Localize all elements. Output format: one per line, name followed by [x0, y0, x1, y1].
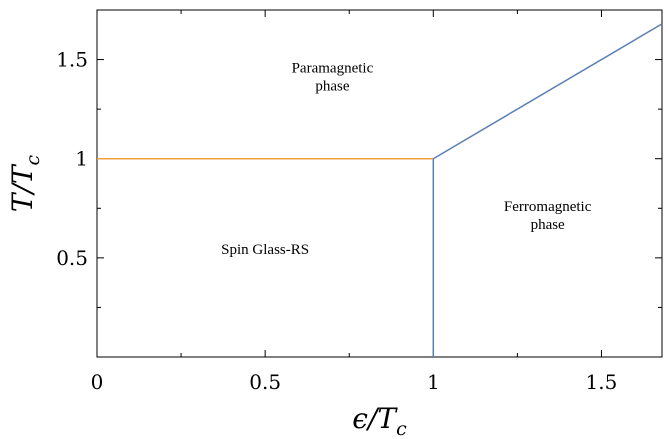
series-group — [97, 23, 663, 357]
x-tick-label: 1.5 — [586, 370, 618, 394]
region-label: Spin Glass-RS — [221, 242, 309, 258]
axis-ticks: 0 0.5 1 1.5 0.5 1 1.5 — [56, 10, 662, 394]
annotations-group: Paramagnetic phase Spin Glass-RS Ferromagne… — [221, 60, 592, 258]
y-tick-label: 1.5 — [56, 48, 88, 72]
plot-frame — [96, 9, 663, 358]
y-axis-label: T/Tc — [6, 154, 44, 212]
x-tick-label: 1 — [427, 370, 440, 394]
x-axis-label: ϵ/Tc — [352, 402, 407, 439]
y-tick-label: 0.5 — [56, 246, 88, 270]
phase-boundary-line-3 — [432, 23, 663, 160]
y-tick-label: 1 — [75, 147, 88, 171]
region-label: Ferromagnetic phase — [504, 199, 592, 233]
x-tick-label: 0.5 — [249, 370, 281, 394]
x-tick-label: 0 — [91, 370, 104, 394]
region-label: Paramagnetic phase — [292, 60, 374, 94]
